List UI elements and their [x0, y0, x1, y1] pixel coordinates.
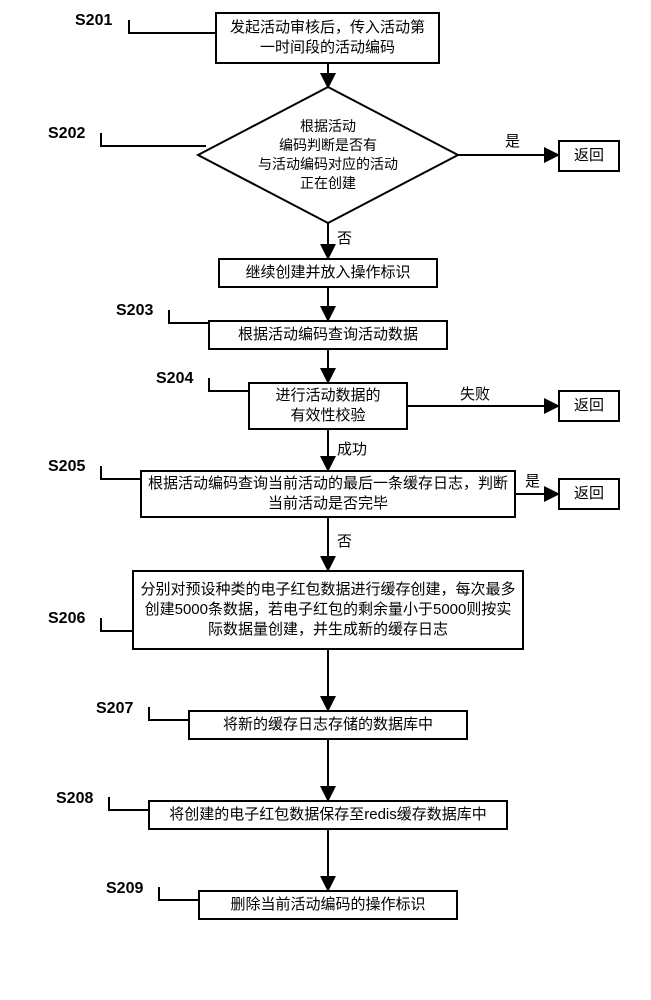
step-label: S209 [106, 880, 143, 898]
callout-line [128, 20, 215, 34]
step-label: S202 [48, 125, 85, 143]
process-node-s205: 根据活动编码查询当前活动的最后一条缓存日志，判断当前活动是否完毕 [140, 470, 516, 518]
edge-label: 失败 [460, 383, 490, 404]
edge-label: 否 [337, 530, 352, 551]
process-node: 继续创建并放入操作标识 [218, 258, 438, 288]
process-node: 返回 [558, 390, 620, 422]
callout-line [100, 618, 132, 632]
process-node: 返回 [558, 140, 620, 172]
callout-line [168, 310, 208, 324]
step-label: S201 [75, 12, 112, 30]
step-label: S207 [96, 700, 133, 718]
edge-label: 成功 [337, 438, 367, 459]
step-label: S208 [56, 790, 93, 808]
process-node-s203: 根据活动编码查询活动数据 [208, 320, 448, 350]
process-node-s204: 进行活动数据的有效性校验 [248, 382, 408, 430]
step-label: S205 [48, 458, 85, 476]
decision-node: 根据活动编码判断是否有与活动编码对应的活动正在创建 [210, 93, 446, 217]
edge-label: 否 [337, 227, 352, 248]
process-node-s207: 将新的缓存日志存储的数据库中 [188, 710, 468, 740]
callout-line [108, 797, 148, 811]
callout-line [158, 887, 198, 901]
callout-line [208, 378, 248, 392]
process-node-s208: 将创建的电子红包数据保存至redis缓存数据库中 [148, 800, 508, 830]
process-node-s201: 发起活动审核后，传入活动第一时间段的活动编码 [215, 12, 440, 64]
process-node-s209: 删除当前活动编码的操作标识 [198, 890, 458, 920]
step-label: S203 [116, 302, 153, 320]
step-label: S204 [156, 370, 193, 388]
edge-label: 是 [505, 130, 520, 151]
callout-line [100, 466, 140, 480]
flowchart-canvas: 发起活动审核后，传入活动第一时间段的活动编码根据活动编码判断是否有与活动编码对应… [0, 0, 651, 1000]
edge-label: 是 [525, 470, 540, 491]
callout-line [148, 707, 188, 721]
step-label: S206 [48, 610, 85, 628]
process-node: 返回 [558, 478, 620, 510]
callout-line [100, 133, 206, 147]
process-node-s206: 分别对预设种类的电子红包数据进行缓存创建，每次最多创建5000条数据，若电子红包… [132, 570, 524, 650]
